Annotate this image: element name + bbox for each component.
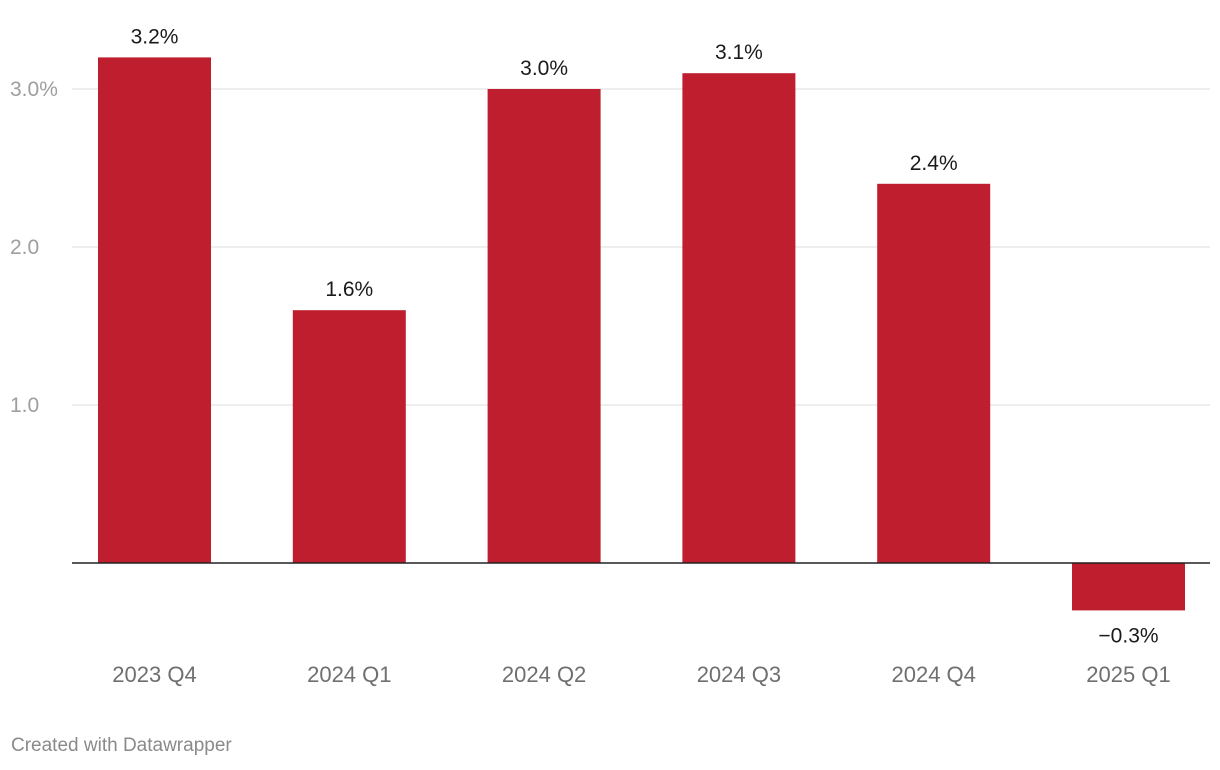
bar-value-label: 1.6% <box>325 278 373 301</box>
bar-value-label: −0.3% <box>1098 624 1158 647</box>
bar-value-label: 2.4% <box>910 152 958 175</box>
bar <box>877 183 991 564</box>
bar <box>487 89 601 563</box>
bar <box>682 73 796 563</box>
y-tick-label: 3.0% <box>10 78 58 101</box>
y-tick-label: 1.0 <box>10 394 39 417</box>
bar <box>292 310 406 563</box>
bar <box>1072 563 1185 611</box>
y-tick-label: 2.0 <box>10 236 39 259</box>
x-tick-label: 2024 Q3 <box>697 662 781 687</box>
bar-value-label: 3.0% <box>520 57 568 80</box>
bar-value-label: 3.2% <box>131 25 179 48</box>
x-tick-label: 2024 Q2 <box>502 662 586 687</box>
x-tick-label: 2023 Q4 <box>112 662 196 687</box>
bar <box>98 57 211 564</box>
bar-value-label: 3.1% <box>715 41 763 64</box>
x-tick-label: 2024 Q4 <box>891 662 975 687</box>
x-tick-label: 2024 Q1 <box>307 662 391 687</box>
x-tick-label: 2025 Q1 <box>1086 662 1170 687</box>
footer-credit: Created with Datawrapper <box>11 735 232 756</box>
